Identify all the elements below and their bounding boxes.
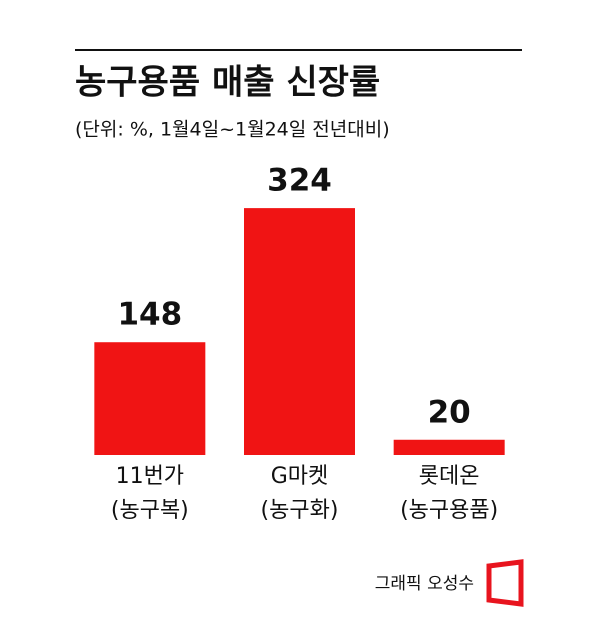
bar: [244, 208, 355, 455]
bar: [94, 342, 206, 455]
chart-subtitle: (단위: %, 1월4일~1월24일 전년대비): [75, 119, 390, 141]
bar: [393, 439, 505, 455]
chart-title: 농구용품 매출 신장률: [75, 63, 380, 103]
value-label: 20: [428, 394, 471, 430]
value-label: 148: [117, 297, 182, 333]
x-tick-label: (농구용품): [400, 498, 498, 523]
x-tick-label: G마켓: [271, 464, 329, 489]
value-label: 324: [267, 163, 332, 199]
x-tick-label: (농구복): [111, 498, 189, 523]
x-tick-label: 롯데온: [419, 464, 480, 489]
x-tick-label: (농구화): [261, 498, 339, 523]
logo: [486, 559, 524, 607]
credit: 그래픽 오성수: [375, 574, 474, 594]
x-tick-label: 11번가: [116, 464, 184, 489]
